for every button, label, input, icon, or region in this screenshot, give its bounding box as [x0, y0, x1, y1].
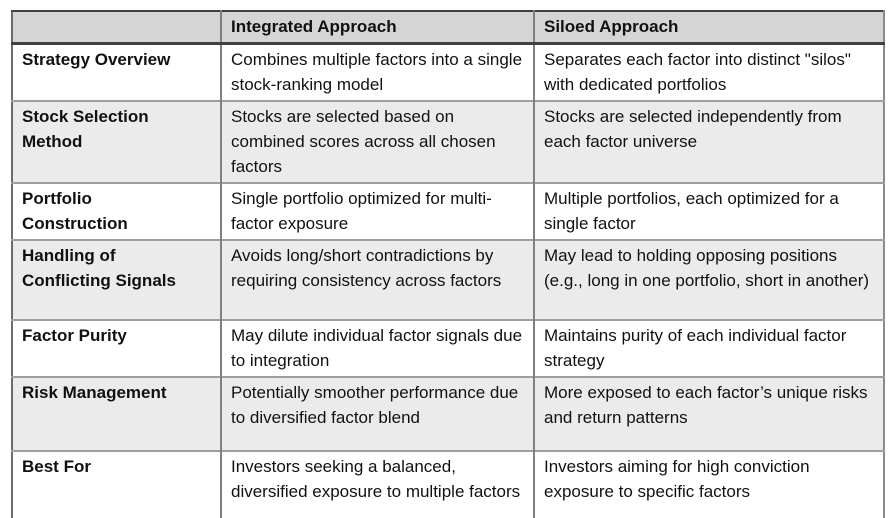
cell-integrated: Potentially smoother performance due to … [220, 376, 534, 451]
header-row: Integrated Approach Siloed Approach [12, 11, 884, 45]
cell-integrated: May dilute individual factor signals due… [220, 319, 534, 377]
row-label: Best For [12, 450, 221, 518]
row-label: Portfolio Construction [12, 182, 221, 240]
table-row: Strategy Overview Combines multiple fact… [12, 43, 884, 101]
cell-integrated: Combines multiple factors into a single … [220, 43, 534, 101]
cell-siloed: May lead to holding opposing positions (… [533, 239, 884, 320]
cell-siloed: Investors aiming for high conviction exp… [533, 450, 884, 518]
table-row: Risk Management Potentially smoother per… [12, 376, 884, 451]
cell-integrated: Single portfolio optimized for multi-fac… [220, 182, 534, 240]
comparison-table: Integrated Approach Siloed Approach Stra… [11, 10, 885, 518]
table-row: Factor Purity May dilute individual fact… [12, 319, 884, 377]
row-label: Factor Purity [12, 319, 221, 377]
row-label: Strategy Overview [22, 50, 171, 69]
table-row: Portfolio Construction Single portfolio … [12, 182, 884, 240]
header-cell-empty [12, 11, 221, 45]
cell-siloed: Multiple portfolios, each optimized for … [533, 182, 884, 240]
table-row: Handling of Conflicting Signals Avoids l… [12, 239, 884, 320]
table-row: Stock Selection Method Stocks are select… [12, 100, 884, 183]
cell-siloed: Separates each factor into distinct "sil… [533, 43, 884, 101]
cell-integrated: Investors seeking a balanced, diversifie… [220, 450, 534, 518]
cell-siloed: Stocks are selected independently from e… [533, 100, 884, 183]
header-cell-integrated: Integrated Approach [220, 11, 534, 45]
row-label: Handling of Conflicting Signals [12, 239, 221, 320]
cell-siloed: Maintains purity of each individual fact… [533, 319, 884, 377]
header-cell-siloed: Siloed Approach [533, 11, 884, 45]
table-row: Best For Investors seeking a balanced, d… [12, 450, 884, 518]
cell-siloed: More exposed to each factor’s unique ris… [533, 376, 884, 451]
cell-integrated: Stocks are selected based on combined sc… [220, 100, 534, 183]
row-label: Risk Management [12, 376, 221, 451]
row-label: Stock Selection Method [12, 100, 221, 183]
cell-integrated: Avoids long/short contradictions by requ… [220, 239, 534, 320]
